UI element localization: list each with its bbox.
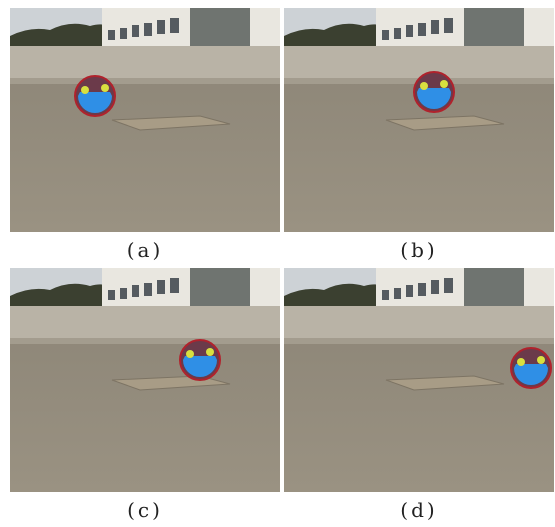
figure: (a) (b) (c) (d) [0,0,555,527]
photo [284,8,554,232]
caption: (a) [10,238,280,262]
caption: (d) [284,498,554,522]
photo [10,8,280,232]
photo [284,268,554,492]
photo-grid [0,0,555,527]
caption: (b) [284,238,554,262]
photo [10,268,280,492]
caption: (c) [10,498,280,522]
